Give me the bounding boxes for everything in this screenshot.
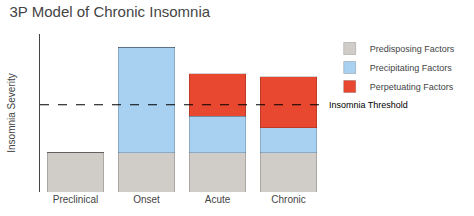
svg-text:Perpetuating Factors: Perpetuating Factors [370, 82, 454, 92]
svg-text:Predisposing Factors: Predisposing Factors [370, 44, 455, 54]
svg-text:Preclinical: Preclinical [53, 194, 99, 205]
svg-text:Acute: Acute [205, 194, 231, 205]
svg-text:Insomnia Threshold: Insomnia Threshold [329, 100, 408, 110]
svg-text:Precipitating Factors: Precipitating Factors [370, 63, 453, 73]
svg-text:Onset: Onset [133, 194, 160, 205]
svg-text:3P Model of Chronic Insomnia: 3P Model of Chronic Insomnia [9, 3, 210, 20]
svg-text:Insomnia Severity: Insomnia Severity [6, 73, 17, 152]
svg-text:Chronic: Chronic [271, 194, 305, 205]
